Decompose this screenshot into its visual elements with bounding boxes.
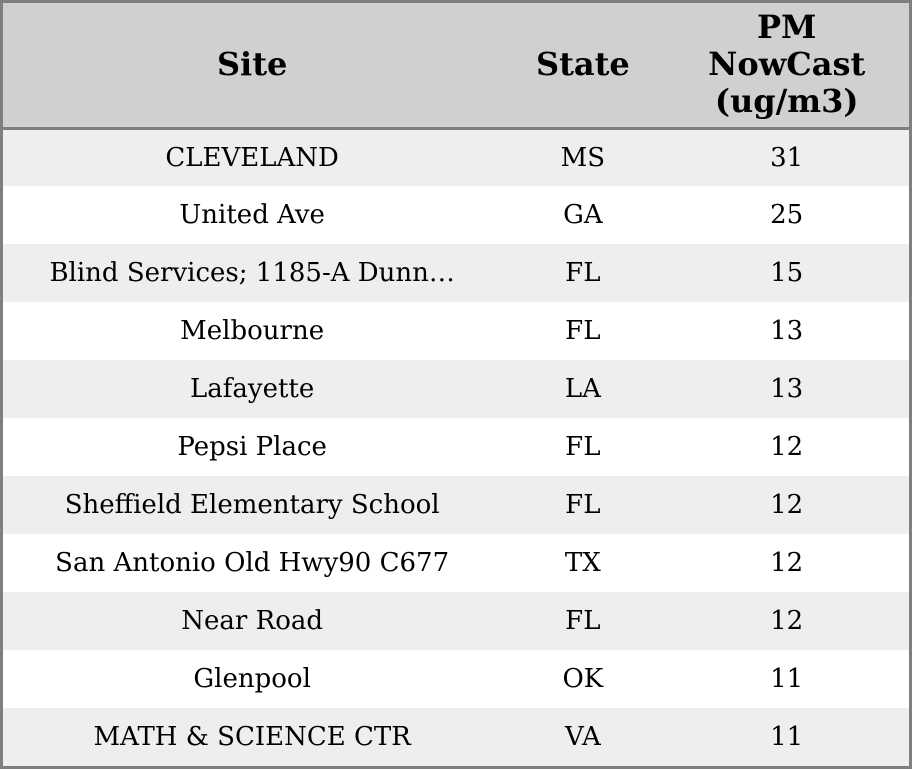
table-row: Melbourne FL 13 bbox=[3, 302, 909, 360]
state-cell: GA bbox=[563, 200, 603, 230]
site-cell: Sheffield Elementary School bbox=[64, 490, 440, 520]
table-row: United Ave GA 25 bbox=[3, 186, 909, 244]
site-cell: CLEVELAND bbox=[165, 142, 339, 173]
state-cell: VA bbox=[564, 722, 601, 752]
state-cell: FL bbox=[565, 316, 601, 346]
table-row: Blind Services; 1185-A Dunn… FL 15 bbox=[3, 244, 909, 302]
table-header: Site State PM NowCast (ug/m3) bbox=[3, 3, 909, 130]
table-row: CLEVELAND MS 31 bbox=[3, 128, 909, 186]
state-cell: LA bbox=[564, 374, 601, 404]
site-cell: MATH & SCIENCE CTR bbox=[93, 722, 411, 752]
table-row: Lafayette LA 13 bbox=[3, 360, 909, 418]
column-header-state: State bbox=[501, 3, 665, 130]
state-cell: FL bbox=[565, 490, 601, 520]
table-body: CLEVELAND MS 31 United Ave GA 25 Blind Service… bbox=[3, 128, 909, 766]
state-cell: FL bbox=[565, 432, 601, 462]
site-cell: Near Road bbox=[181, 606, 323, 636]
site-cell: Pepsi Place bbox=[177, 432, 327, 462]
table-row: Pepsi Place FL 12 bbox=[3, 418, 909, 476]
pm-cell: 12 bbox=[770, 432, 804, 462]
table-row: Sheffield Elementary School FL 12 bbox=[3, 476, 909, 534]
pm-cell: 13 bbox=[770, 374, 804, 404]
header-row: Site State PM NowCast (ug/m3) bbox=[3, 3, 909, 130]
pm-cell: 25 bbox=[770, 200, 804, 230]
site-cell: Melbourne bbox=[180, 316, 325, 346]
state-cell: FL bbox=[565, 606, 601, 636]
table-row: Near Road FL 12 bbox=[3, 592, 909, 650]
column-header-site: Site bbox=[3, 3, 502, 130]
site-cell: United Ave bbox=[179, 200, 325, 230]
pm-cell: 31 bbox=[770, 142, 804, 173]
column-header-pm-nowcast: PM NowCast (ug/m3) bbox=[664, 3, 909, 130]
site-cell: Blind Services; 1185-A Dunn… bbox=[49, 258, 455, 288]
state-cell: FL bbox=[565, 258, 601, 288]
table-row: MATH & SCIENCE CTR VA 11 bbox=[3, 708, 909, 766]
pm-cell: 12 bbox=[770, 490, 804, 520]
pm-cell: 11 bbox=[770, 664, 804, 694]
site-cell: Glenpool bbox=[193, 664, 311, 694]
pm-nowcast-table: Site State PM NowCast (ug/m3) CLEVELAND M… bbox=[3, 3, 909, 766]
pm-cell: 15 bbox=[770, 258, 804, 288]
state-cell: OK bbox=[562, 664, 604, 694]
pm-cell: 12 bbox=[770, 606, 804, 636]
table-row: Glenpool OK 11 bbox=[3, 650, 909, 708]
table-row: San Antonio Old Hwy90 C677 TX 12 bbox=[3, 534, 909, 592]
state-cell: TX bbox=[564, 548, 601, 578]
site-cell: Lafayette bbox=[190, 374, 315, 404]
pm-cell: 12 bbox=[770, 548, 804, 578]
pm-cell: 11 bbox=[770, 722, 804, 752]
site-cell: San Antonio Old Hwy90 C677 bbox=[55, 548, 450, 578]
state-cell: MS bbox=[560, 142, 606, 173]
pm-cell: 13 bbox=[770, 316, 804, 346]
